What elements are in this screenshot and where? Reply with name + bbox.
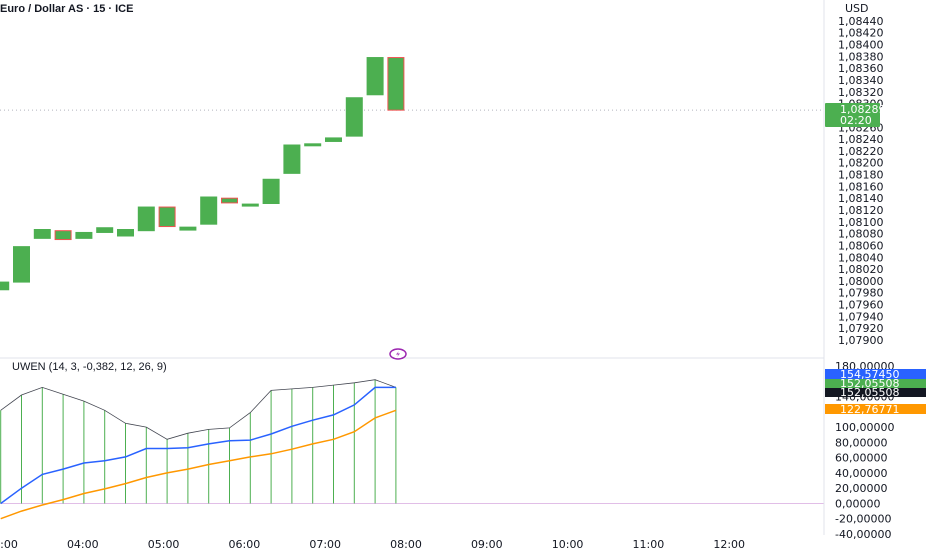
price-tick-label: 1,08040: [838, 251, 884, 264]
envelope-line: [0, 379, 397, 440]
price-tick-label: 1,07940: [838, 310, 884, 323]
candle[interactable]: [325, 137, 342, 142]
oscillator-tick-label: -20,00000: [835, 513, 891, 526]
candle[interactable]: [304, 143, 322, 147]
time-tick-label: 12:00: [713, 538, 745, 550]
oscillator-layer: [0, 379, 397, 520]
oscillator-tick-label: -40,00000: [835, 528, 891, 541]
oscillator-tick-label: 40,00000: [835, 467, 888, 480]
oscillator-tick-label: 20,00000: [835, 482, 888, 495]
countdown-value: 02:20: [840, 114, 872, 127]
price-tick-label: 1,08220: [838, 145, 884, 158]
current-price-value: 1,08289: [840, 103, 886, 116]
currency-label: USD: [845, 2, 869, 15]
candle[interactable]: [345, 97, 363, 137]
candle[interactable]: [262, 178, 280, 204]
time-scale[interactable]: 03:00 04:00 05:00 06:00 07:00 08:00 09:00 10:00…: [0, 538, 745, 550]
price-tick-label: 1,08140: [838, 192, 884, 205]
time-tick-label: 03:00: [0, 538, 18, 550]
badge-green-bg: [825, 379, 926, 388]
oscillator-tick-label: 0,00000: [835, 497, 881, 510]
oscillator-tick-label: 60,00000: [835, 452, 888, 465]
time-tick-label: 08:00: [390, 538, 422, 550]
price-tick-label: 1,08180: [838, 169, 884, 182]
lightning-icon[interactable]: [389, 348, 407, 360]
time-tick-label: 04:00: [67, 538, 99, 550]
badge-dark-bg: [825, 388, 926, 397]
price-scale[interactable]: 1,084401,084201,084001,083801,083601,083…: [838, 15, 884, 347]
candle[interactable]: [283, 144, 301, 174]
price-tick-label: 1,08200: [838, 157, 884, 170]
candle[interactable]: [137, 206, 155, 232]
indicator-label[interactable]: UWEN (14, 3, -0,382, 12, 26, 9): [12, 361, 167, 373]
candle[interactable]: [241, 203, 259, 207]
time-tick-label: 07:00: [309, 538, 341, 550]
price-tick-label: 1,08340: [838, 74, 884, 87]
candle[interactable]: [54, 230, 72, 241]
price-tick-label: 1,08440: [838, 15, 884, 28]
time-tick-label: 05:00: [148, 538, 180, 550]
candles-layer[interactable]: [0, 57, 405, 291]
badge-blue-bg: [825, 369, 926, 379]
candle[interactable]: [200, 196, 218, 225]
price-tick-label: 1,07960: [838, 299, 884, 312]
candle[interactable]: [0, 281, 10, 291]
price-tick-label: 1,08080: [838, 228, 884, 241]
price-tick-label: 1,08160: [838, 180, 884, 193]
price-tick-label: 1,07980: [838, 287, 884, 300]
price-tick-label: 1,08320: [838, 86, 884, 99]
badge-green-value: 152,05508: [840, 377, 900, 390]
candle[interactable]: [117, 229, 134, 237]
price-tick-label: 1,08420: [838, 27, 884, 40]
time-tick-label: 10:00: [552, 538, 584, 550]
price-tick-label: 1,08120: [838, 204, 884, 217]
orange-line: [0, 409, 397, 520]
candle[interactable]: [366, 57, 384, 96]
candle[interactable]: [179, 226, 197, 231]
candle[interactable]: [387, 57, 405, 111]
blue-line: [0, 386, 396, 505]
oscillator-tick-label: 80,00000: [835, 436, 888, 449]
grid-layer: [0, 109, 824, 504]
price-tick-label: 1,08060: [838, 239, 884, 252]
oscillator-scale[interactable]: 180,00000140,00000100,0000080,0000060,00…: [835, 360, 895, 541]
candle[interactable]: [75, 231, 93, 239]
current-price-badge-bg: [825, 103, 880, 127]
candle[interactable]: [33, 229, 51, 239]
badge-blue-value: 154,57450: [840, 368, 900, 381]
price-tick-label: 1,08100: [838, 216, 884, 229]
time-tick-label: 11:00: [633, 538, 665, 550]
price-tick-label: 1,08380: [838, 50, 884, 63]
badge-orange-value: 122,76771: [840, 403, 900, 416]
price-tick-label: 1,08000: [838, 275, 884, 288]
candle[interactable]: [158, 206, 176, 228]
indicator-badges: 154,57450 152,05508 152,05508 122,76771: [825, 368, 926, 416]
price-tick-label: 1,08020: [838, 263, 884, 276]
badge-dark-value: 152,05508: [840, 386, 900, 399]
time-tick-label: 09:00: [471, 538, 503, 550]
candle[interactable]: [221, 197, 238, 204]
current-price-badge: 1,08289 02:20: [825, 103, 886, 127]
badge-orange-bg: [825, 404, 926, 414]
symbol-title: Euro / Dollar AS · 15 · ICE: [0, 3, 133, 15]
candle[interactable]: [96, 227, 114, 233]
price-tick-label: 1,07900: [838, 334, 884, 347]
price-tick-label: 1,08400: [838, 39, 884, 52]
time-tick-label: 06:00: [229, 538, 261, 550]
price-tick-label: 1,07920: [838, 322, 884, 335]
oscillator-tick-label: 100,00000: [835, 421, 895, 434]
price-tick-label: 1,08240: [838, 133, 884, 146]
price-tick-label: 1,08360: [838, 62, 884, 75]
candle[interactable]: [13, 246, 30, 283]
